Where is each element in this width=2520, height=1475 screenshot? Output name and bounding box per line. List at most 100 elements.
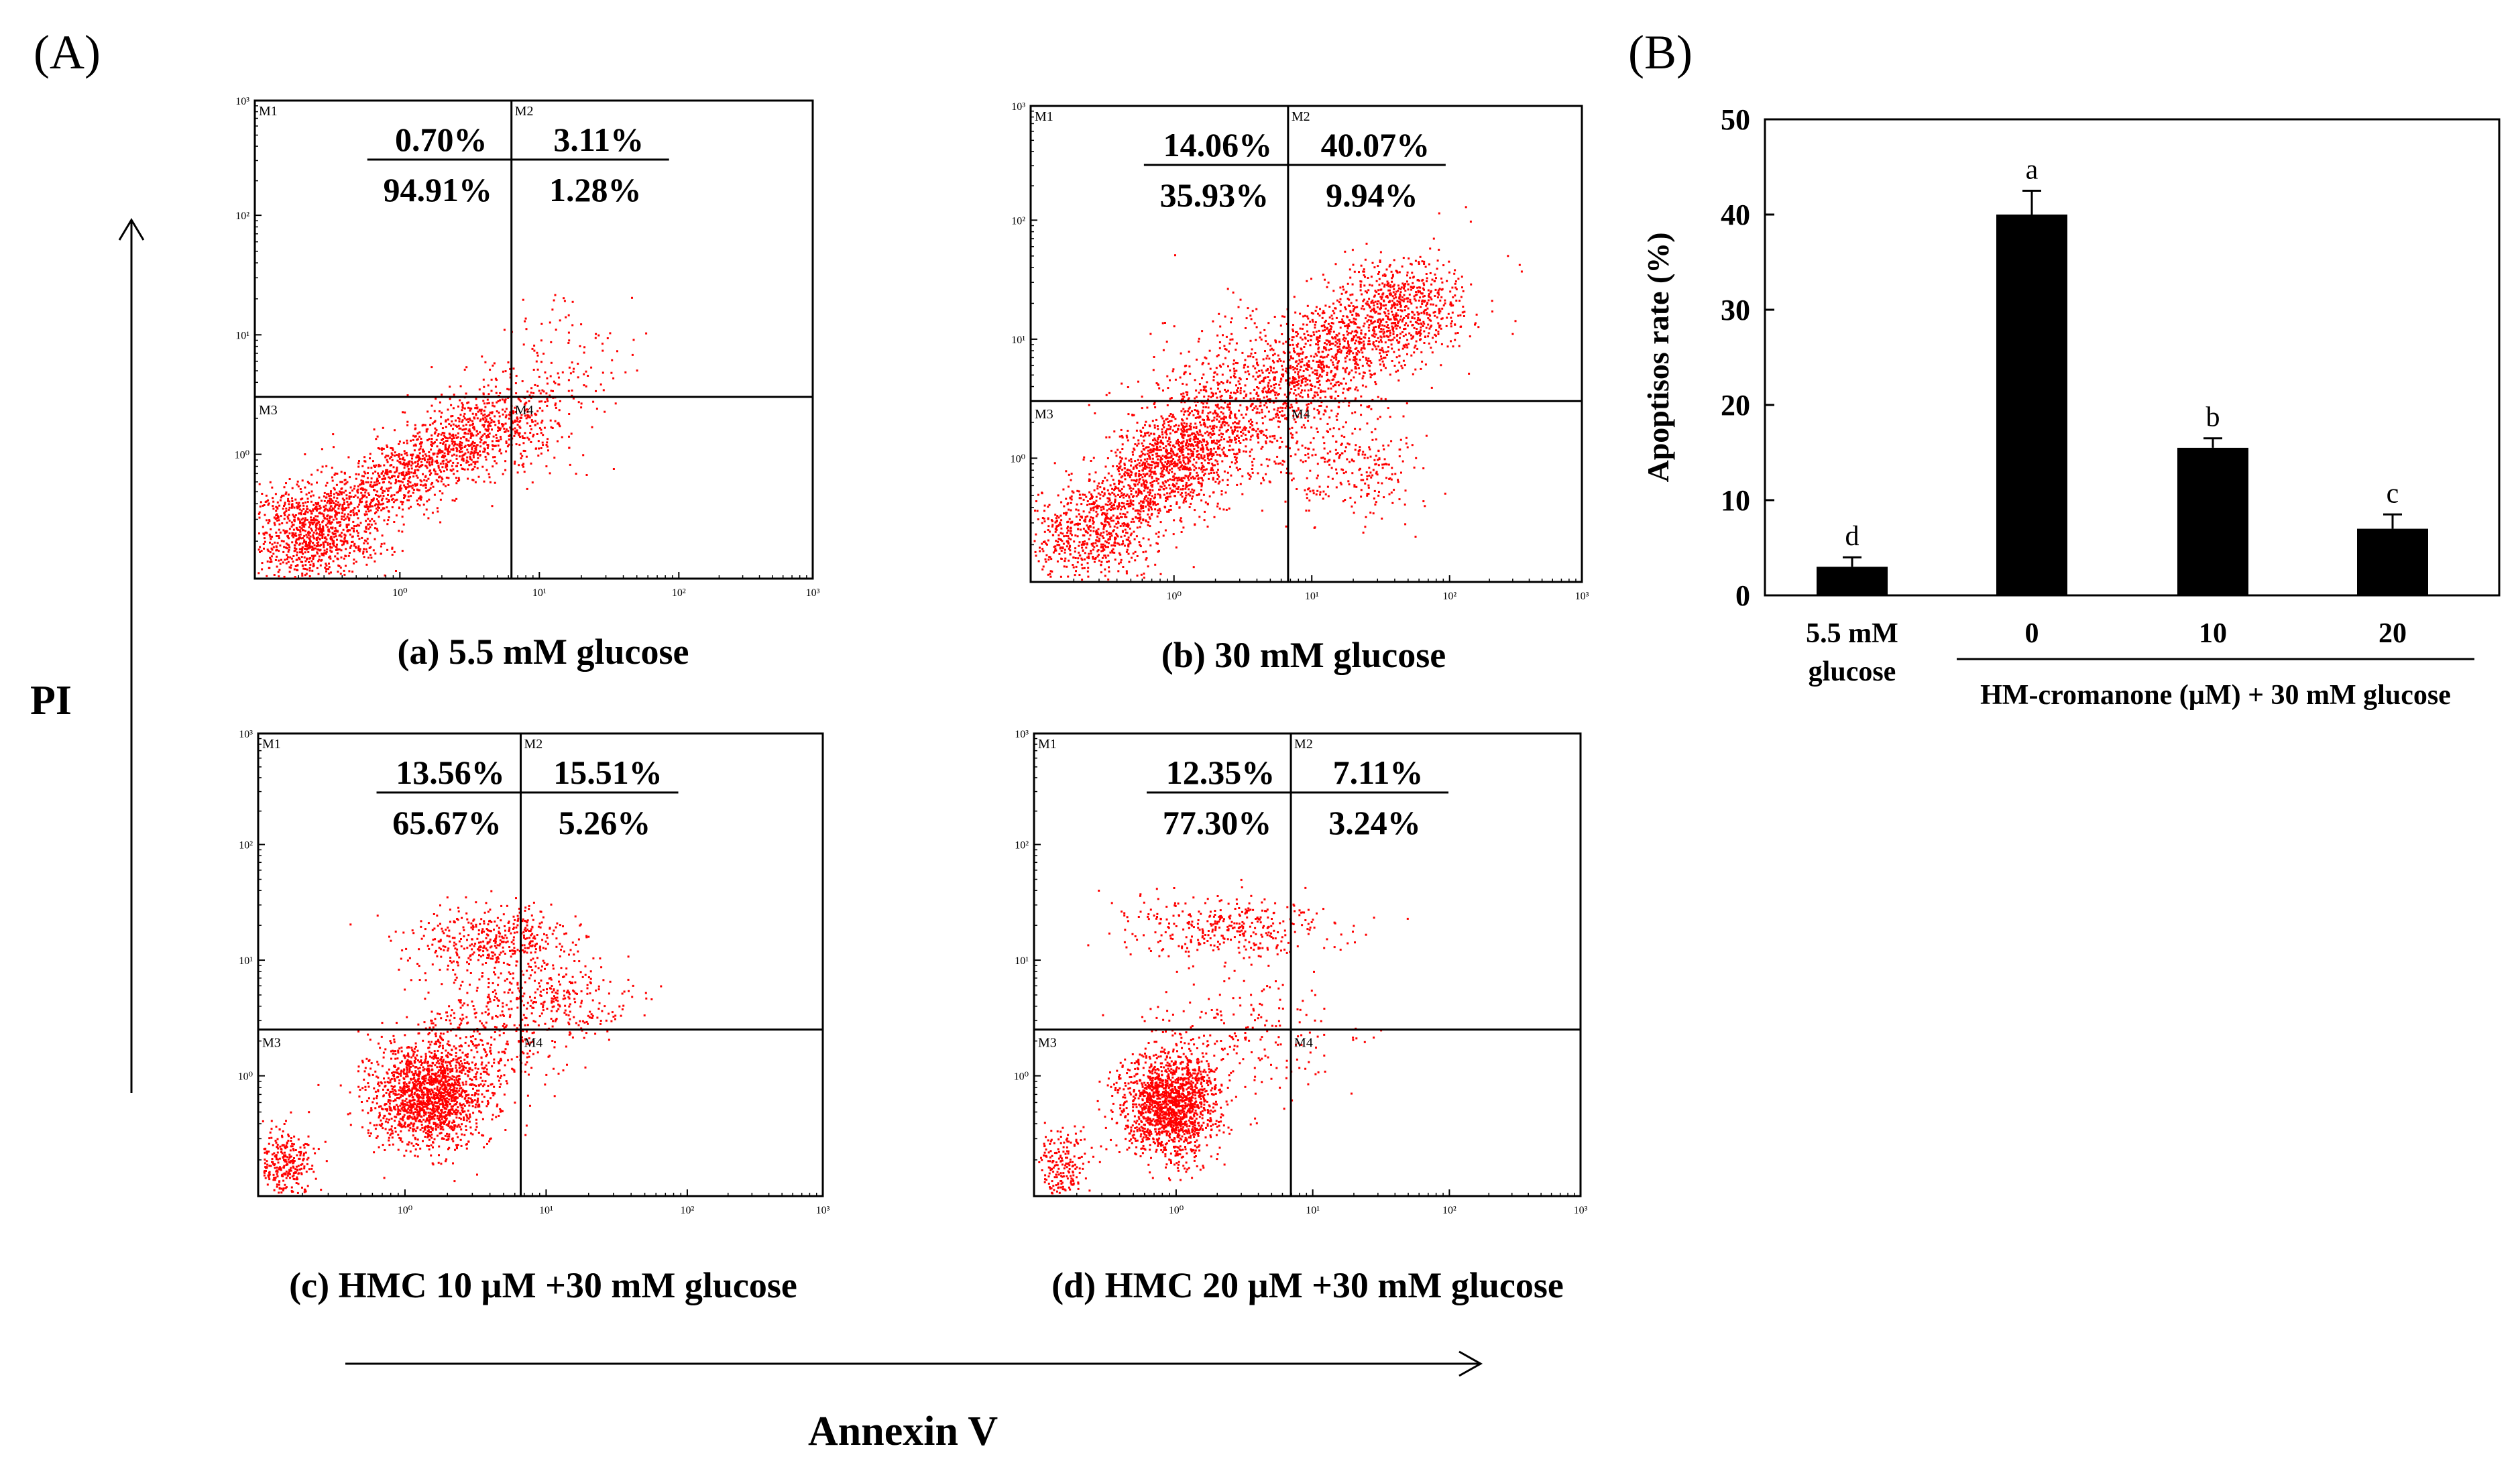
- event-dot: [1340, 382, 1343, 385]
- event-dot: [1118, 489, 1121, 492]
- event-dot: [1371, 308, 1373, 311]
- event-dot: [424, 486, 427, 489]
- event-dot: [1383, 365, 1385, 367]
- event-dot: [398, 530, 400, 532]
- event-dot: [1117, 479, 1120, 482]
- event-dot: [1034, 510, 1036, 512]
- event-dot: [1165, 469, 1167, 471]
- event-dot: [1213, 447, 1216, 450]
- event-dot: [1382, 357, 1385, 359]
- event-dot: [1202, 418, 1204, 421]
- event-dot: [335, 535, 337, 538]
- event-dot: [376, 490, 379, 493]
- event-dot: [1178, 424, 1180, 427]
- event-dot: [1182, 430, 1185, 433]
- event-dot: [1202, 469, 1205, 471]
- event-dot: [344, 554, 347, 557]
- event-dot: [270, 547, 273, 550]
- event-dot: [1312, 396, 1314, 399]
- event-dot: [1182, 451, 1184, 453]
- event-dot: [294, 576, 296, 579]
- event-dot: [1120, 428, 1123, 431]
- event-dot: [1198, 493, 1200, 496]
- event-dot: [336, 521, 339, 524]
- event-dot: [388, 481, 390, 483]
- event-dot: [275, 506, 278, 508]
- event-dot: [440, 433, 443, 436]
- event-dot: [498, 450, 501, 453]
- event-dot: [1173, 490, 1176, 493]
- event-dot: [1168, 469, 1171, 471]
- event-dot: [1102, 508, 1105, 510]
- event-dot: [336, 504, 339, 506]
- event-dot: [1114, 544, 1116, 547]
- event-dot: [333, 508, 335, 510]
- event-dot: [1116, 542, 1119, 544]
- event-dot: [300, 498, 302, 501]
- event-dot: [1406, 353, 1408, 355]
- event-dot: [463, 368, 466, 371]
- event-dot: [1202, 447, 1204, 450]
- event-dot: [1189, 428, 1192, 430]
- event-dot: [1155, 504, 1157, 506]
- event-dot: [276, 555, 278, 558]
- event-dot: [1318, 314, 1321, 317]
- event-dot: [1319, 418, 1322, 420]
- event-dot: [1245, 395, 1247, 398]
- event-dot: [376, 494, 379, 497]
- event-dot: [1113, 493, 1116, 495]
- event-dot: [455, 482, 458, 485]
- event-dot: [1155, 443, 1158, 445]
- event-dot: [1116, 508, 1119, 510]
- event-dot: [1159, 459, 1161, 461]
- event-dot: [597, 334, 600, 337]
- event-dot: [343, 513, 346, 516]
- event-dot: [298, 526, 301, 528]
- event-dot: [1223, 470, 1226, 473]
- event-dot: [1216, 463, 1219, 465]
- event-dot: [1331, 317, 1334, 320]
- event-dot: [1291, 339, 1294, 341]
- event-dot: [1167, 479, 1169, 482]
- event-dot: [1444, 299, 1446, 302]
- event-dot: [1212, 379, 1215, 381]
- event-dot: [452, 468, 455, 471]
- event-dot: [546, 404, 549, 407]
- event-dot: [1119, 505, 1121, 507]
- event-dot: [1139, 473, 1142, 476]
- event-dot: [1057, 538, 1060, 540]
- event-dot: [495, 462, 498, 465]
- event-dot: [1138, 502, 1141, 505]
- event-dot: [309, 563, 312, 566]
- event-dot: [1224, 388, 1226, 391]
- event-dot: [326, 526, 329, 528]
- event-dot: [1138, 473, 1141, 476]
- event-dot: [453, 473, 455, 475]
- event-dot: [298, 537, 300, 540]
- event-dot: [336, 557, 339, 560]
- event-dot: [1153, 501, 1156, 504]
- event-dot: [502, 370, 504, 373]
- event-dot: [1214, 410, 1216, 412]
- event-dot: [1218, 429, 1221, 432]
- event-dot: [526, 436, 529, 439]
- event-dot: [1336, 342, 1338, 345]
- event-dot: [278, 504, 281, 507]
- event-dot: [371, 500, 374, 503]
- event-dot: [1378, 271, 1381, 273]
- event-dot: [536, 368, 539, 371]
- event-dot: [1107, 517, 1110, 520]
- event-dot: [1112, 508, 1114, 511]
- event-dot: [369, 520, 371, 522]
- event-dot: [1319, 396, 1322, 399]
- event-dot: [302, 504, 305, 507]
- event-dot: [595, 408, 598, 410]
- event-dot: [585, 370, 587, 373]
- event-dot: [1190, 477, 1193, 479]
- event-dot: [1235, 369, 1238, 372]
- event-dot: [1125, 550, 1128, 553]
- event-dot: [1372, 341, 1375, 343]
- event-dot: [1084, 558, 1086, 560]
- event-dot: [1307, 339, 1310, 342]
- event-dot: [317, 536, 319, 539]
